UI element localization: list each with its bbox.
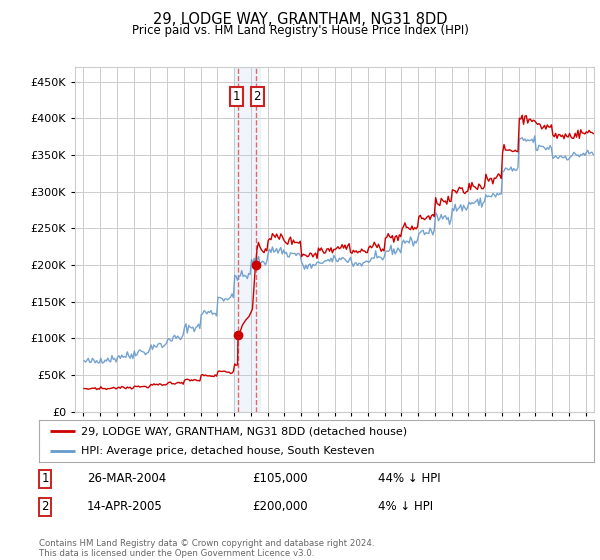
Text: HPI: Average price, detached house, South Kesteven: HPI: Average price, detached house, Sout… <box>80 446 374 456</box>
Text: 4% ↓ HPI: 4% ↓ HPI <box>378 500 433 514</box>
Text: 29, LODGE WAY, GRANTHAM, NG31 8DD: 29, LODGE WAY, GRANTHAM, NG31 8DD <box>153 12 447 27</box>
Text: £200,000: £200,000 <box>252 500 308 514</box>
Text: 29, LODGE WAY, GRANTHAM, NG31 8DD (detached house): 29, LODGE WAY, GRANTHAM, NG31 8DD (detac… <box>80 426 407 436</box>
Text: £105,000: £105,000 <box>252 472 308 486</box>
Text: 1: 1 <box>233 90 240 103</box>
Bar <box>234 67 260 412</box>
Text: Price paid vs. HM Land Registry's House Price Index (HPI): Price paid vs. HM Land Registry's House … <box>131 24 469 36</box>
Text: 2: 2 <box>41 500 49 514</box>
Text: Contains HM Land Registry data © Crown copyright and database right 2024.
This d: Contains HM Land Registry data © Crown c… <box>39 539 374 558</box>
Text: 14-APR-2005: 14-APR-2005 <box>87 500 163 514</box>
Text: 44% ↓ HPI: 44% ↓ HPI <box>378 472 440 486</box>
Text: 1: 1 <box>41 472 49 486</box>
Text: 26-MAR-2004: 26-MAR-2004 <box>87 472 166 486</box>
Text: 2: 2 <box>254 90 261 103</box>
